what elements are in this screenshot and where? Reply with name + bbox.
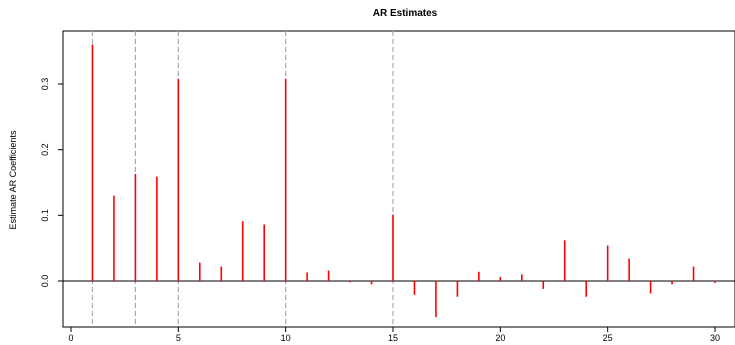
y-axis-label: Estimate AR Coefficients xyxy=(8,130,18,229)
y-axis: 0.0 0.1 0.2 0.3 xyxy=(40,78,63,288)
reference-lines xyxy=(91,31,394,327)
y-tick-label: 0.1 xyxy=(40,209,50,222)
x-tick-label: 25 xyxy=(603,333,613,343)
bars xyxy=(91,44,716,318)
plot-frame xyxy=(62,30,735,328)
x-tick-label: 20 xyxy=(495,333,505,343)
x-tick-label: 5 xyxy=(176,333,181,343)
y-tick-label: 0.3 xyxy=(40,78,50,91)
x-tick-label: 30 xyxy=(710,333,720,343)
y-tick-label: 0.0 xyxy=(40,275,50,288)
x-tick-label: 15 xyxy=(388,333,398,343)
x-tick-label: 0 xyxy=(68,333,73,343)
x-tick-label: 10 xyxy=(281,333,291,343)
y-tick-label: 0.2 xyxy=(40,143,50,156)
chart-title: AR Estimates xyxy=(373,8,438,19)
x-axis: 0 5 10 15 20 25 30 xyxy=(68,327,720,343)
